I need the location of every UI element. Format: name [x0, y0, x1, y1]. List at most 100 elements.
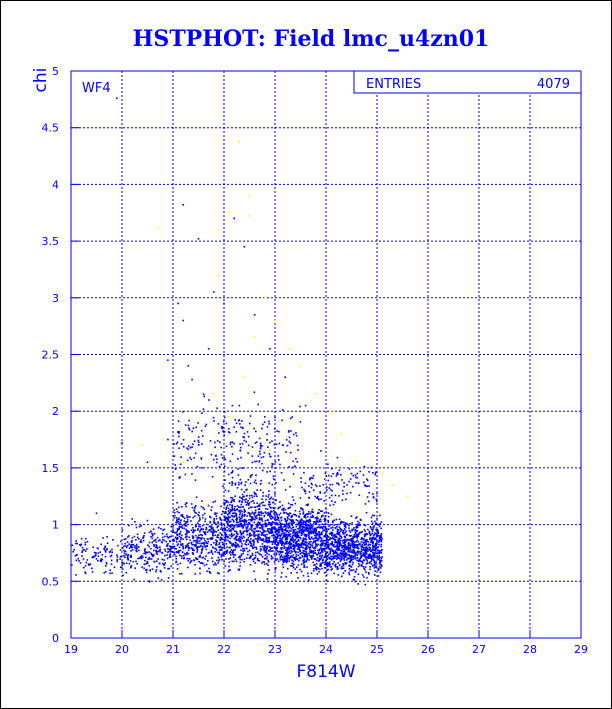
data-point — [368, 471, 370, 473]
data-point — [247, 536, 250, 539]
data-point — [156, 566, 158, 568]
data-point — [151, 534, 154, 537]
data-point — [354, 580, 357, 583]
data-point — [260, 511, 262, 513]
data-point — [370, 549, 373, 551]
data-point — [256, 526, 259, 529]
data-point — [308, 525, 311, 528]
data-point — [210, 509, 213, 511]
data-point — [237, 543, 239, 546]
data-point — [261, 517, 263, 520]
data-point — [312, 538, 315, 540]
data-point — [357, 535, 360, 537]
data-point — [288, 534, 291, 536]
data-point — [253, 521, 256, 524]
data-point — [233, 537, 236, 540]
data-point — [373, 533, 376, 536]
data-point — [255, 482, 258, 485]
data-point — [369, 534, 372, 537]
data-point — [201, 537, 203, 539]
data-point — [106, 542, 109, 544]
data-point — [277, 523, 279, 526]
data-point — [338, 543, 340, 545]
data-point — [326, 563, 329, 566]
data-point — [167, 551, 169, 553]
data-point — [173, 531, 175, 534]
data-point — [221, 510, 224, 513]
data-point — [226, 513, 229, 516]
data-point — [316, 566, 319, 569]
data-point — [288, 557, 291, 560]
y-tick-label: 0 — [52, 632, 59, 645]
data-point — [378, 536, 381, 539]
data-point — [265, 549, 267, 552]
data-point — [243, 509, 246, 512]
data-point — [184, 553, 187, 556]
data-point — [374, 544, 377, 546]
data-point — [372, 564, 375, 567]
data-point — [354, 531, 357, 534]
data-point — [285, 528, 287, 530]
data-point — [364, 546, 366, 549]
data-point — [309, 477, 311, 480]
data-point — [260, 514, 263, 517]
data-point — [207, 552, 210, 554]
data-point — [194, 479, 197, 481]
data-point — [177, 420, 180, 423]
data-point — [289, 451, 292, 454]
data-point — [327, 568, 330, 571]
data-point — [292, 565, 294, 567]
data-point — [323, 556, 325, 559]
data-point — [373, 555, 375, 558]
data-point — [304, 547, 307, 549]
data-point — [351, 542, 353, 544]
data-point — [208, 567, 210, 570]
data-point — [238, 555, 241, 558]
data-point — [319, 555, 322, 557]
data-point — [338, 495, 340, 497]
data-point — [280, 534, 282, 536]
data-point — [191, 506, 194, 509]
data-point — [350, 544, 353, 547]
data-point — [272, 475, 275, 478]
data-point — [259, 503, 261, 505]
data-point — [223, 410, 226, 413]
data-point — [300, 518, 303, 520]
data-point — [215, 517, 218, 520]
data-point — [190, 560, 193, 562]
data-point — [224, 502, 226, 505]
data-point — [263, 540, 265, 543]
data-point — [125, 537, 127, 540]
data-point — [321, 526, 323, 528]
data-point — [149, 558, 151, 560]
data-point — [268, 553, 270, 556]
data-point — [367, 528, 369, 531]
data-point — [365, 542, 367, 545]
data-point — [194, 452, 197, 455]
data-point — [368, 491, 371, 494]
data-point — [239, 565, 241, 567]
data-point — [290, 519, 292, 521]
data-point — [228, 416, 230, 418]
data-point — [332, 472, 334, 475]
data-point — [238, 516, 241, 518]
data-point — [266, 555, 268, 558]
data-point — [133, 578, 135, 581]
data-point — [166, 545, 168, 548]
data-point — [211, 506, 213, 508]
data-point — [299, 556, 301, 559]
data-point — [370, 466, 373, 469]
data-point — [282, 558, 284, 561]
data-point — [188, 536, 191, 539]
data-point — [352, 474, 355, 477]
data-point — [231, 545, 234, 547]
data-point — [381, 565, 383, 567]
data-point — [340, 433, 343, 435]
data-point — [211, 557, 213, 559]
data-point — [109, 569, 112, 571]
data-point — [258, 516, 261, 519]
data-point — [365, 556, 368, 558]
data-point — [126, 556, 129, 558]
data-point — [370, 550, 373, 553]
data-point — [286, 526, 288, 528]
